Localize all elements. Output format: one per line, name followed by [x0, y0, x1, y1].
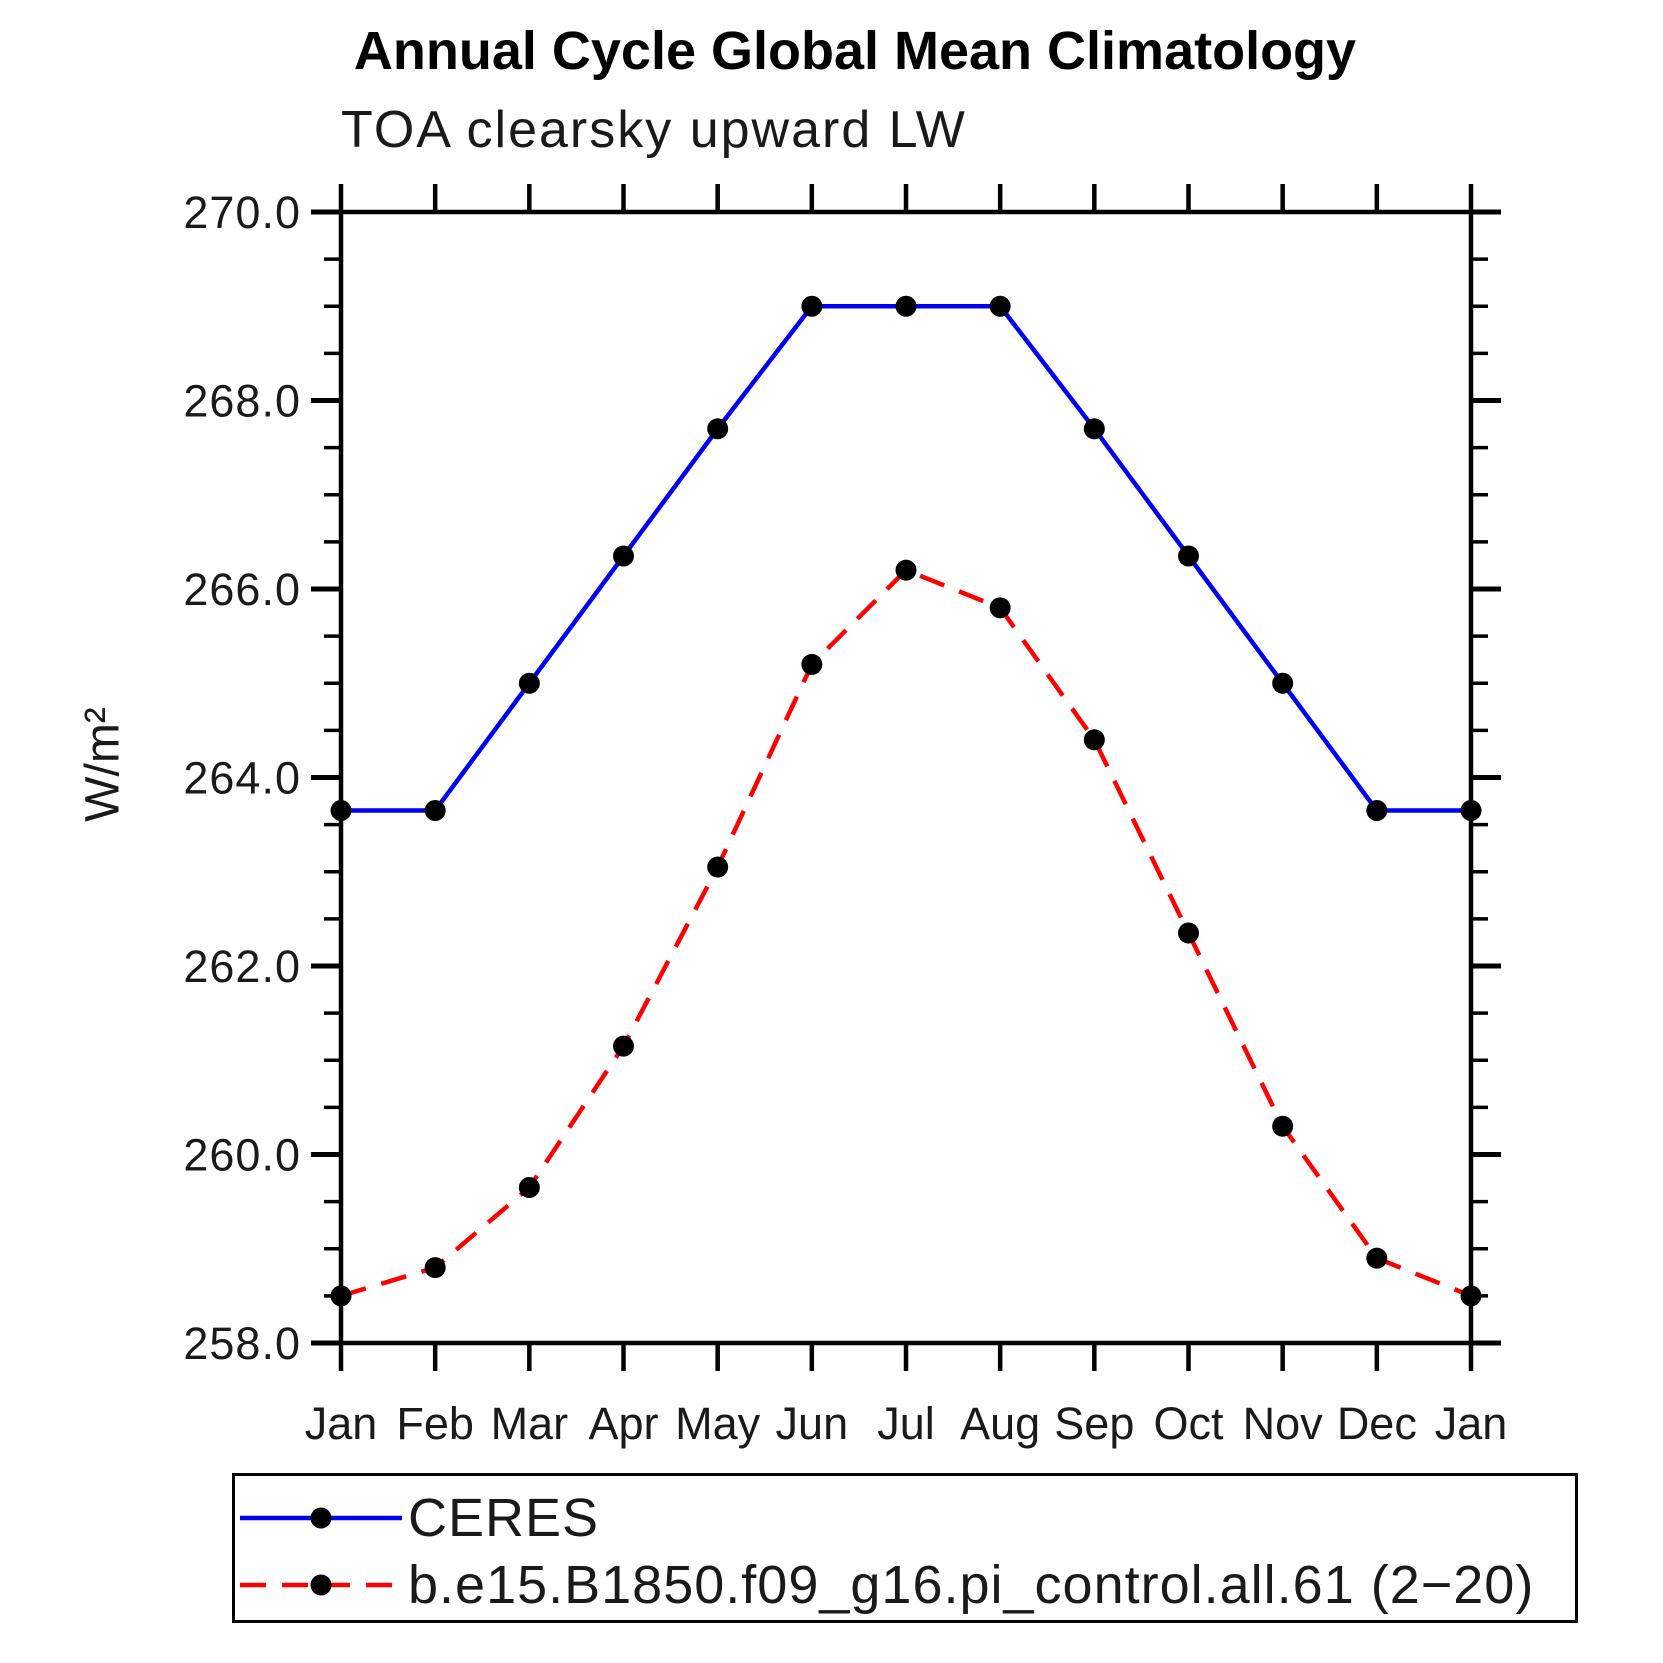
x-tick-label: Apr	[588, 1398, 658, 1449]
data-point-series-0	[424, 799, 446, 821]
data-point-series-0	[707, 418, 729, 440]
y-tick-label: 266.0	[183, 564, 301, 615]
data-point-series-0	[330, 799, 352, 821]
data-point-series-1	[518, 1176, 540, 1198]
legend-item-model: b.e15.B1850.f09_g16.pi_control.all.61 (2…	[238, 1555, 1534, 1615]
legend-label-model: b.e15.B1850.f09_g16.pi_control.all.61 (2…	[408, 1555, 1535, 1615]
data-point-series-0	[1366, 799, 1388, 821]
data-point-series-0	[1460, 799, 1482, 821]
legend-label-ceres: CERES	[408, 1488, 600, 1548]
chart-subtitle: TOA clearsky upward LW	[341, 101, 967, 159]
data-point-series-1	[1272, 1115, 1294, 1137]
data-point-series-0	[1083, 418, 1105, 440]
data-point-series-1	[613, 1035, 634, 1057]
legend-line-dashed-icon	[240, 1574, 402, 1596]
y-tick-label: 268.0	[183, 376, 301, 427]
data-point-series-0	[801, 295, 823, 317]
data-point-series-1	[801, 653, 823, 675]
legend-item-ceres: CERES	[238, 1488, 599, 1548]
x-tick-label: Mar	[491, 1398, 569, 1449]
x-axis-ticks: Jan Feb Mar Apr May Jun Jul Aug Sep Oct Nov Dec Jan	[305, 184, 1508, 1449]
y-tick-label: 270.0	[183, 187, 301, 238]
y-tick-label: 258.0	[183, 1318, 301, 1369]
data-point-series-1	[707, 856, 729, 878]
series-line-1	[340, 567, 1472, 1299]
series-line-0	[341, 304, 1471, 813]
x-tick-label: Jun	[776, 1398, 849, 1449]
data-point-series-1	[1366, 1247, 1388, 1269]
x-tick-label: Dec	[1337, 1398, 1417, 1449]
x-tick-label: Nov	[1243, 1398, 1324, 1449]
y-tick-label: 260.0	[183, 1130, 301, 1181]
x-tick-label: Jul	[877, 1398, 935, 1449]
x-tick-label: Oct	[1153, 1398, 1224, 1449]
data-point-series-1	[1460, 1285, 1482, 1307]
x-tick-label: Aug	[960, 1398, 1040, 1449]
x-tick-label: Jan	[305, 1398, 378, 1449]
data-point-series-1	[424, 1257, 446, 1279]
data-point-series-0	[613, 545, 634, 567]
data-point-series-1	[1083, 729, 1105, 751]
data-point-series-0	[895, 295, 917, 317]
data-point-series-1	[895, 559, 917, 581]
data-point-series-1	[1178, 922, 1199, 944]
legend-line-solid-icon	[240, 1507, 402, 1529]
data-point-series-1	[330, 1285, 352, 1307]
y-tick-label: 262.0	[183, 941, 301, 992]
data-point-series-0	[1178, 545, 1199, 567]
x-tick-label: May	[675, 1398, 761, 1449]
data-point-series-0	[518, 672, 540, 694]
x-tick-label: Feb	[396, 1398, 474, 1449]
plot-frame	[338, 209, 1474, 1346]
y-axis-ticks: 258.0 260.0 262.0 264.0 266.0 268.0 270.0	[183, 187, 1501, 1369]
legend-marker-dot-icon	[310, 1574, 332, 1596]
x-tick-label: Jan	[1435, 1398, 1508, 1449]
data-point-series-0	[989, 295, 1011, 317]
chart-title: Annual Cycle Global Mean Climatology	[353, 21, 1357, 81]
legend-marker-dot-icon	[310, 1507, 332, 1529]
x-tick-label: Sep	[1054, 1398, 1134, 1449]
data-point-series-1	[989, 597, 1011, 619]
data-point-series-0	[1272, 672, 1294, 694]
y-tick-label: 264.0	[183, 753, 301, 804]
legend-box: CERES b.e15.B1850.f09_g16.pi_control.all…	[232, 1473, 1578, 1623]
